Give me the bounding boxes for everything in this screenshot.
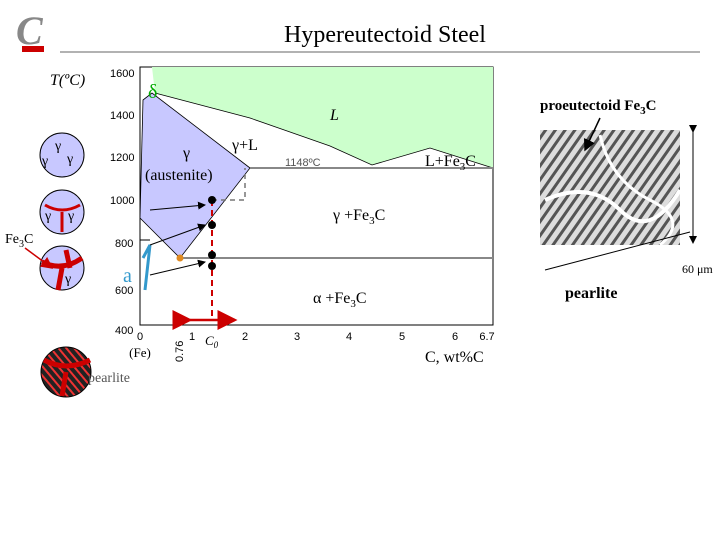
x-tick-label: 0 [137, 331, 143, 343]
c0-label: C0 [205, 333, 219, 350]
austenite-region [139, 92, 251, 259]
y-tick-label: 800 [115, 238, 133, 250]
gamma-grain: γ [44, 209, 51, 224]
x-tick-label: 3 [294, 331, 300, 343]
x-tick-label: 2 [242, 331, 248, 343]
y-tick-label: 600 [115, 285, 133, 297]
gamma-grain: γ [64, 272, 71, 287]
gamma-grain: γ [67, 209, 74, 224]
fe-label: (Fe) [129, 345, 151, 360]
microstructures: γ γ γ γ γ γ Fe3C pearlite [5, 132, 130, 398]
fe3c-label: Fe3C [5, 232, 33, 250]
y-tick-label: 400 [115, 325, 133, 337]
liquid-fe3c-label: L+Fe3C [425, 153, 476, 173]
y-tick-label: 1400 [110, 110, 134, 122]
phase-diagram: T(ºC) 1600 1400 1200 1000 800 600 400 0 … [50, 66, 495, 366]
micrograph: proeutectoid Fe3C 60 μm pearlite [540, 98, 713, 302]
delta-label: δ [148, 81, 157, 103]
y-tick-label: 1000 [110, 195, 134, 207]
gamma-grain: γ [66, 152, 73, 167]
title: Hypereutectoid Steel [284, 22, 486, 48]
gamma-grain: γ [54, 139, 61, 154]
scale-label: 60 μm [682, 262, 713, 276]
gamma-grain: γ [41, 154, 48, 169]
y-tick-label: 1200 [110, 152, 134, 164]
liquid-region [152, 67, 493, 168]
x-axis-label: C, wt%C [425, 349, 484, 366]
svg-text:C: C [16, 8, 44, 53]
y-axis-label: T(ºC) [50, 72, 85, 89]
alpha-fe3c-label: α +Fe3C [313, 290, 367, 310]
gamma-fe3c-label: γ +Fe3C [332, 207, 385, 227]
eutectic-temp-label: 1148ºC [285, 157, 321, 169]
austenite-label: (austenite) [145, 167, 213, 184]
x-tick-label: 4 [346, 331, 352, 343]
x-tick-label: 1 [189, 331, 195, 343]
gamma-label: γ [182, 145, 190, 162]
y-tick-label: 1600 [110, 68, 134, 80]
x-tick-label: 6 [452, 331, 458, 343]
liquid-label: L [329, 107, 339, 124]
pearlite-sketch-label: pearlite [88, 371, 130, 386]
proeutectoid-label: proeutectoid Fe3C [540, 98, 656, 117]
logo: C [16, 8, 44, 53]
pearlite-label: pearlite [565, 285, 617, 302]
eutectoid-label: 0.76 [174, 341, 186, 362]
gamma-liquid-label: γ+L [231, 137, 258, 154]
x-tick-label: 6.7 [479, 331, 494, 343]
x-tick-label: 5 [399, 331, 405, 343]
alpha-label: a [123, 265, 132, 287]
